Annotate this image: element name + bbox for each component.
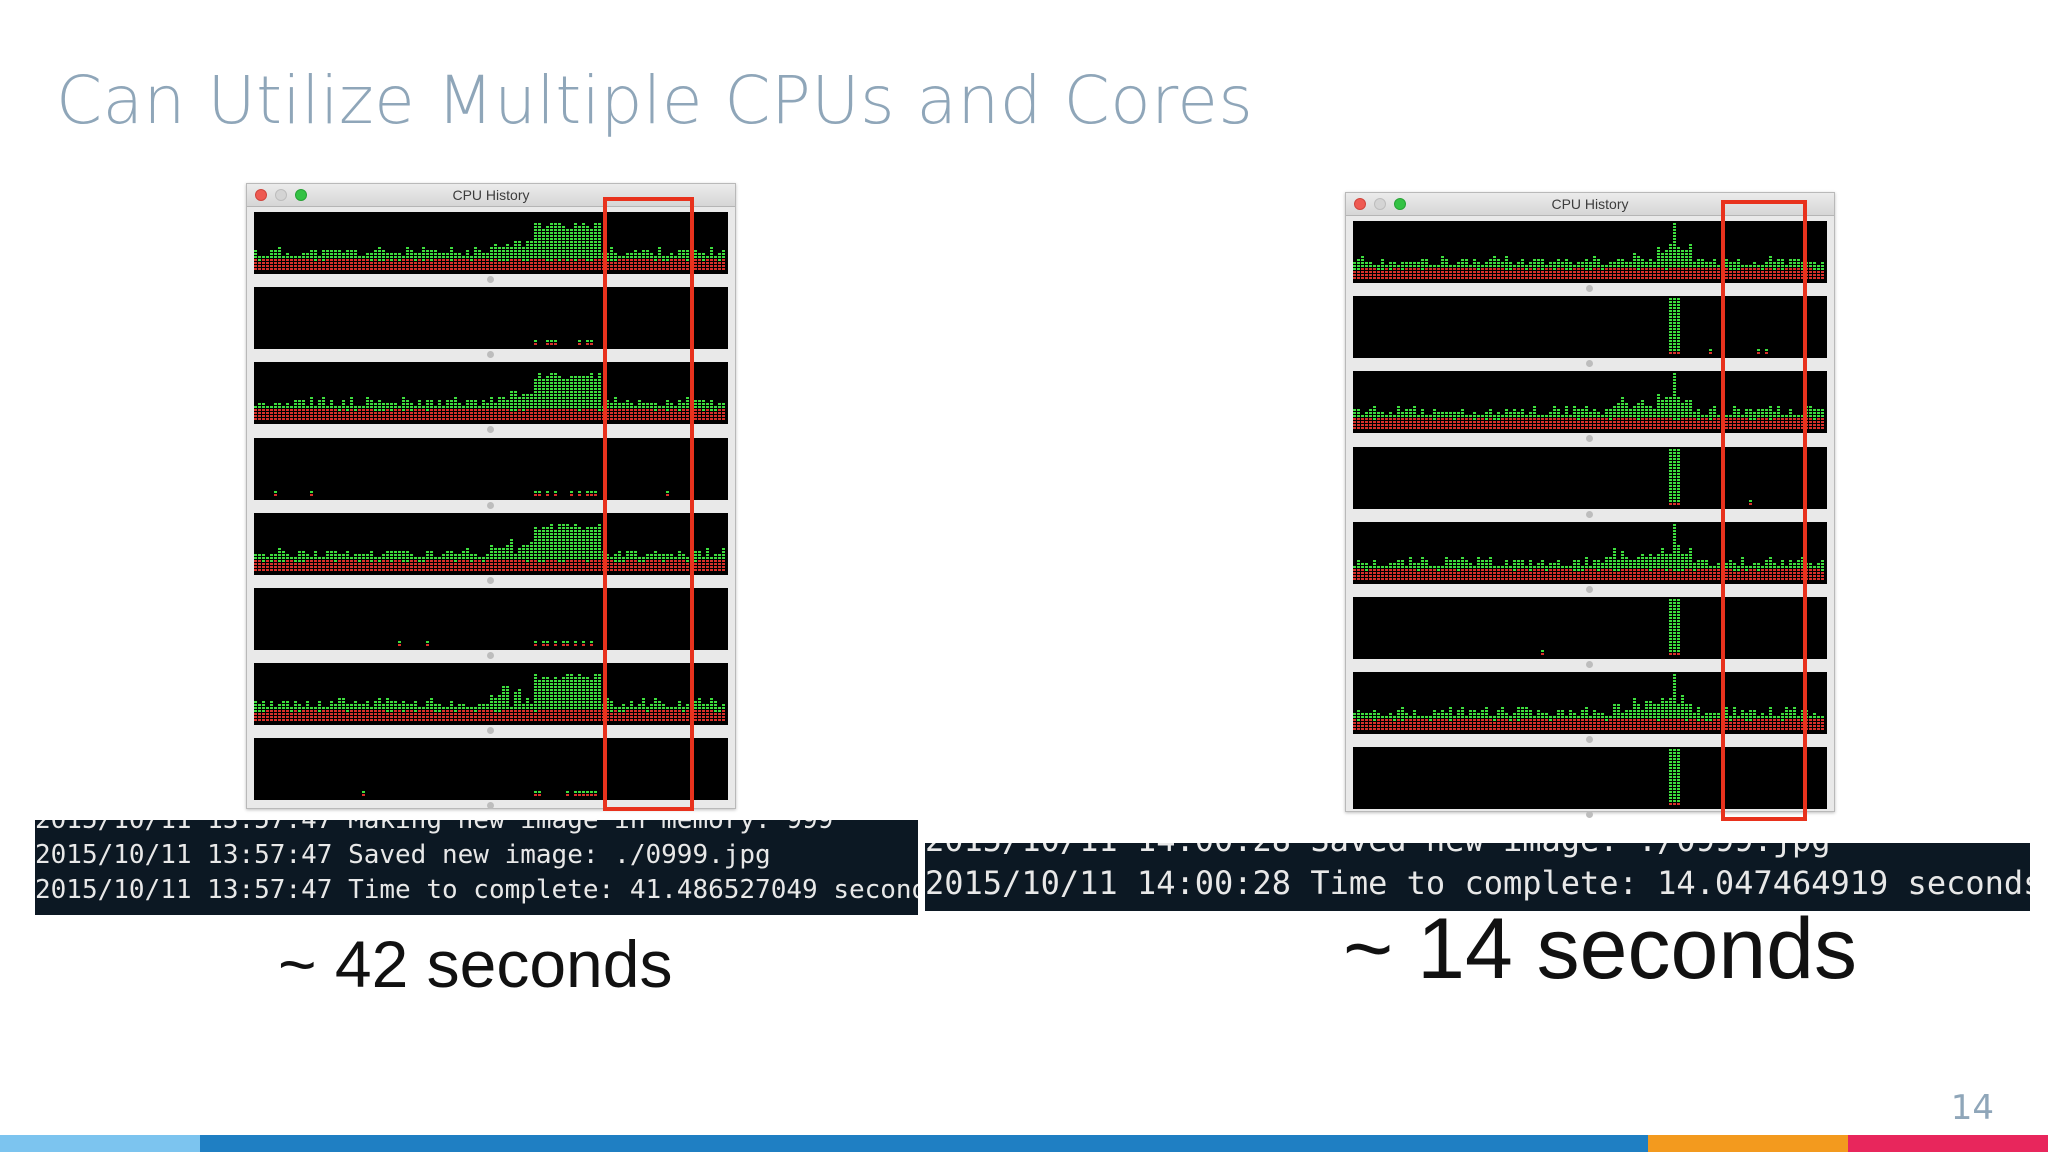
panel-resize-handle[interactable] [487, 501, 494, 509]
duration-caption-left: ~ 42 seconds [278, 927, 673, 1001]
window-title: CPU History [1551, 196, 1629, 212]
panel-resize-handle[interactable] [1586, 811, 1593, 819]
terminal-line: 2015/10/11 13:57:47 Time to complete: 41… [35, 875, 918, 905]
panel-resize-handle[interactable] [1586, 435, 1593, 443]
footer-segment [1848, 1135, 2048, 1152]
panel-resize-handle[interactable] [487, 426, 494, 434]
cpu-core-graph [254, 663, 728, 726]
panel-resize-handle[interactable] [487, 276, 494, 283]
cpu-core-graph [1353, 521, 1827, 584]
terminal-line: 2015/10/11 13:57:47 Making new image in … [35, 820, 834, 835]
cpu-core-graph [1353, 371, 1827, 434]
parallel-section-highlight [603, 197, 694, 811]
footer-segment [0, 1135, 200, 1152]
minimize-window-button[interactable] [275, 189, 287, 201]
footer-segment [200, 1135, 1648, 1152]
cpu-core-graph [254, 437, 728, 500]
panel-resize-handle[interactable] [1586, 585, 1593, 593]
zoom-window-button[interactable] [295, 189, 307, 201]
cpu-core-graph [1353, 747, 1827, 810]
footer-color-bar [0, 1135, 2048, 1152]
cpu-core-graph [254, 362, 728, 425]
panel-resize-handle[interactable] [1586, 510, 1593, 518]
cpu-core-graph [254, 738, 728, 801]
panel-resize-handle[interactable] [487, 802, 494, 810]
panel-resize-handle[interactable] [487, 351, 494, 359]
panel-resize-handle[interactable] [1586, 661, 1593, 668]
terminal-line: 2015/10/11 14:00:28 Time to complete: 14… [925, 864, 2030, 902]
window-titlebar[interactable]: CPU History [1346, 193, 1834, 216]
cpu-core-graph [254, 588, 728, 650]
slide-title: Can Utilize Multiple CPUs and Cores [56, 62, 1254, 139]
duration-caption-right: ~ 14 seconds [1343, 901, 1857, 997]
terminal-line: 2015/10/11 14:00:28 Saved new image: ./0… [925, 843, 2030, 862]
terminal-line: 2015/10/11 13:57:47 Saved new image: ./0… [35, 840, 771, 870]
cpu-core-graph [254, 512, 728, 575]
panel-resize-handle[interactable] [487, 727, 494, 735]
panel-resize-handle[interactable] [1586, 285, 1593, 292]
window-titlebar[interactable]: CPU History [247, 184, 735, 207]
panel-resize-handle[interactable] [487, 576, 494, 584]
window-title: CPU History [452, 187, 530, 203]
cpu-core-graph [1353, 672, 1827, 735]
zoom-window-button[interactable] [1394, 198, 1406, 210]
cpu-core-graph [1353, 446, 1827, 509]
minimize-window-button[interactable] [1374, 198, 1386, 210]
panel-resize-handle[interactable] [1586, 736, 1593, 744]
panel-resize-handle[interactable] [1586, 360, 1593, 368]
cpu-core-graph [1353, 597, 1827, 659]
cpu-core-graph [254, 212, 728, 274]
panel-resize-handle[interactable] [487, 652, 494, 659]
cpu-core-graph [1353, 221, 1827, 283]
cpu-history-window-left[interactable]: CPU History [246, 183, 736, 810]
close-window-button[interactable] [1354, 198, 1366, 210]
footer-segment [1648, 1135, 1848, 1152]
cpu-history-window-right[interactable]: CPU History [1345, 192, 1835, 819]
parallel-section-highlight [1721, 200, 1807, 821]
cpu-core-graph [254, 287, 728, 350]
page-number: 14 [1950, 1088, 1994, 1128]
terminal-output-left: 2015/10/11 13:57:47 Making new image in … [35, 820, 918, 915]
cpu-core-graph [1353, 296, 1827, 359]
terminal-output-right: 2015/10/11 14:00:28 Saved new image: ./0… [925, 843, 2030, 911]
close-window-button[interactable] [255, 189, 267, 201]
